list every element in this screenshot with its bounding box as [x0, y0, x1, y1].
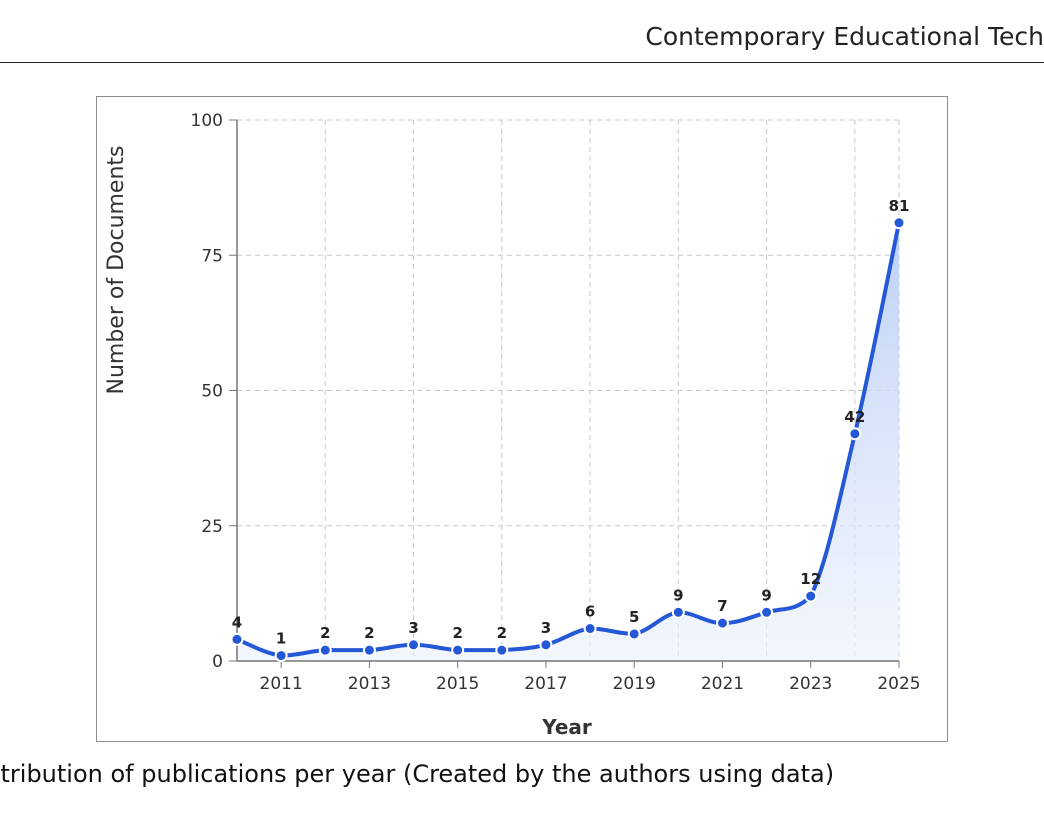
data-point	[362, 643, 376, 657]
data-label: 6	[585, 603, 595, 621]
x-tick-label: 2021	[701, 674, 744, 694]
chart-frame: 0 25 50 75 100 2011 2013 2015 2017 2019 2021 2023 20…	[96, 96, 948, 742]
data-point	[230, 632, 244, 646]
data-label: 7	[717, 597, 727, 615]
y-tick-label: 100	[191, 111, 223, 131]
data-label: 2	[320, 624, 330, 642]
x-tick-label: 2015	[436, 674, 479, 694]
data-label: 9	[761, 586, 771, 604]
journal-header: Contemporary Educational Tech	[645, 22, 1044, 51]
data-label: 5	[629, 608, 639, 626]
data-label: 9	[673, 586, 683, 604]
series-line	[235, 220, 901, 658]
line-layer	[235, 220, 901, 658]
y-tick-label: 75	[201, 246, 223, 266]
data-label: 2	[364, 624, 374, 642]
y-tick-label: 50	[201, 382, 223, 402]
data-point	[715, 616, 729, 630]
x-tick-label: 2011	[260, 674, 303, 694]
figure-caption: stribution of publications per year (Cre…	[0, 760, 835, 788]
data-point	[451, 643, 465, 657]
data-point	[407, 638, 421, 652]
data-point	[495, 643, 509, 657]
data-label: 3	[408, 619, 418, 637]
data-point	[804, 589, 818, 603]
y-tick-label: 0	[212, 652, 223, 672]
data-label: 3	[541, 619, 551, 637]
data-point	[760, 605, 774, 619]
series-area	[237, 222, 899, 661]
area-layer	[237, 222, 899, 661]
data-label: 42	[844, 408, 865, 426]
data-point	[318, 643, 332, 657]
data-label: 2	[452, 624, 462, 642]
x-tick-label: 2025	[877, 674, 920, 694]
data-label: 12	[800, 570, 821, 588]
data-point	[848, 427, 862, 441]
data-point	[583, 622, 597, 636]
data-point	[274, 649, 288, 663]
x-axis-title: Year	[541, 715, 592, 739]
data-point	[892, 216, 906, 230]
x-tick-label: 2017	[524, 674, 567, 694]
data-label: 1	[276, 630, 286, 648]
x-tick-label: 2019	[613, 674, 656, 694]
point-layer	[230, 216, 906, 663]
x-tick-label: 2023	[789, 674, 832, 694]
x-tick-label: 2013	[348, 674, 391, 694]
data-label: 81	[889, 197, 910, 215]
header-rule	[0, 62, 1044, 63]
data-point	[627, 627, 641, 641]
data-point	[539, 638, 553, 652]
y-tick-label: 25	[201, 517, 223, 537]
data-label: 4	[232, 613, 242, 631]
y-axis-title: Number of Documents	[104, 145, 129, 394]
data-label: 2	[497, 624, 507, 642]
data-point	[671, 605, 685, 619]
